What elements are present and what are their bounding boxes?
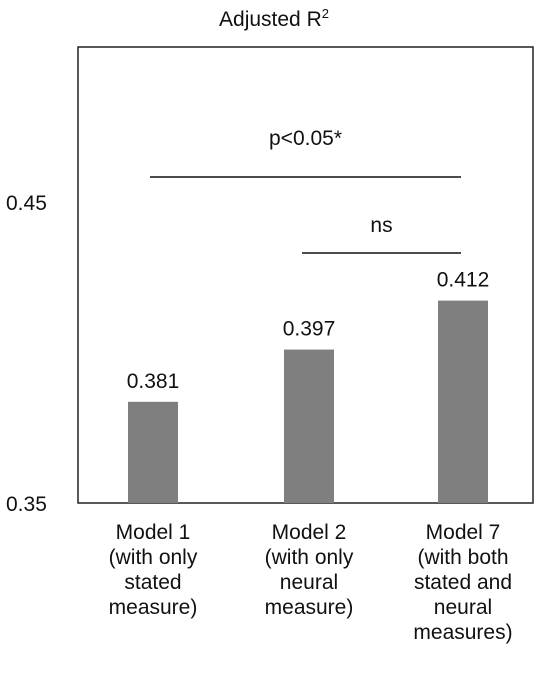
- x-category-line: stated: [124, 571, 182, 594]
- significance-annotations: p<0.05* ns: [150, 127, 461, 254]
- x-category-line: measure): [108, 596, 198, 619]
- y-tick-label-035: 0.35: [6, 493, 47, 516]
- x-category-line: Model 1: [115, 521, 191, 544]
- annotation-label-2: ns: [370, 214, 392, 237]
- y-tick-label-045: 0.45: [6, 192, 47, 215]
- bar-2: [284, 349, 334, 503]
- value-label-2: 0.397: [283, 318, 336, 341]
- x-category-label-3: Model 7 (with both stated and neural measure…: [388, 520, 538, 645]
- x-category-line: neural: [433, 596, 493, 619]
- x-category-label-2: Model 2 (with only neural measure): [234, 520, 384, 620]
- bars-group: [128, 300, 488, 503]
- x-category-line: neural: [279, 571, 339, 594]
- x-category-line: Model 7: [425, 521, 501, 544]
- x-category-line: (with only: [108, 546, 198, 569]
- x-category-line: (with both: [417, 546, 509, 569]
- x-category-line: measures): [413, 621, 513, 644]
- bar-1: [128, 401, 178, 503]
- value-labels-group: 0.381 0.397 0.412: [127, 269, 490, 393]
- annotation-label-1: p<0.05*: [269, 127, 342, 150]
- x-category-line: measure): [264, 596, 354, 619]
- chart-title-text: Adjusted R: [219, 8, 322, 31]
- x-category-line: stated and: [413, 571, 513, 594]
- chart-title-superscript: 2: [321, 6, 329, 21]
- chart-title: Adjusted R2: [0, 6, 548, 32]
- x-category-line: (with only: [264, 546, 354, 569]
- value-label-3: 0.412: [437, 269, 490, 292]
- x-category-line: Model 2: [271, 521, 347, 544]
- x-category-label-1: Model 1 (with only stated measure): [78, 520, 228, 620]
- bar-3: [438, 300, 488, 503]
- value-label-1: 0.381: [127, 370, 180, 393]
